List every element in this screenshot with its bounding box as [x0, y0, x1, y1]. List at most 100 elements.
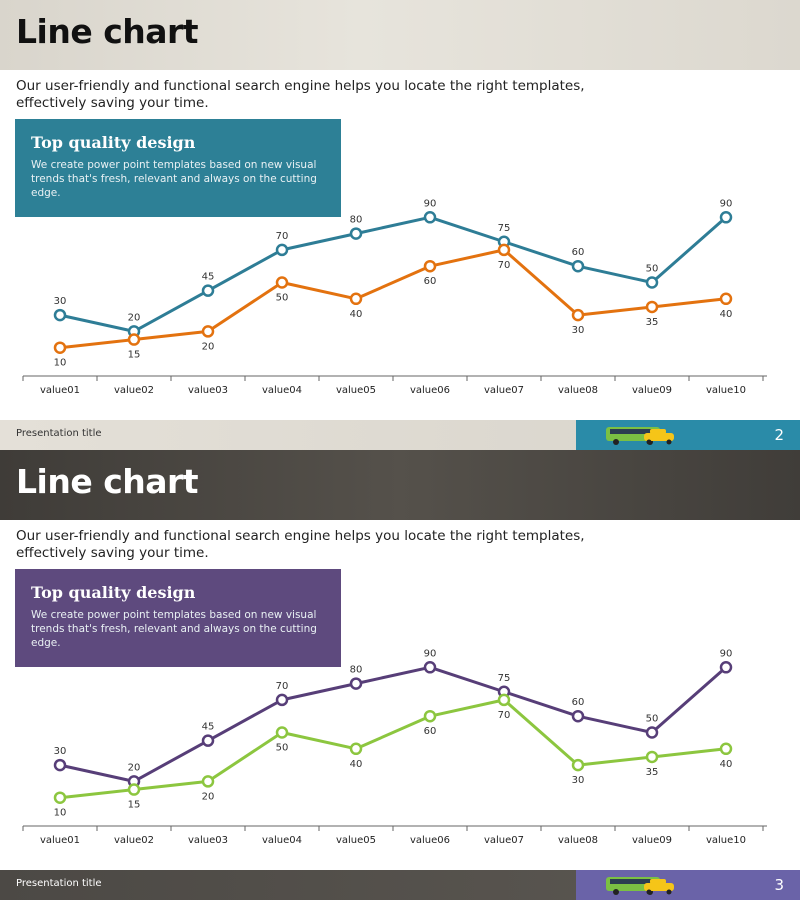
data-label: 50	[276, 743, 289, 754]
series-2-point	[719, 742, 733, 756]
page-number: 3	[774, 876, 784, 894]
bus-taxi-illustration	[606, 877, 674, 895]
x-tick-label: value04	[262, 835, 302, 846]
data-label: 40	[720, 309, 733, 320]
intro-text: Our user-friendly and functional search …	[16, 528, 585, 561]
data-label: 60	[572, 247, 585, 258]
line-chart: value01 value02 value03 value04 value05 value…	[22, 198, 767, 396]
series-1-point	[349, 677, 363, 690]
x-tick-label: value08	[558, 385, 598, 396]
series-2-point	[349, 742, 363, 756]
data-label: 40	[720, 759, 733, 770]
slide-1: Line chart Our user-friendly and functio…	[0, 0, 800, 450]
data-label: 20	[128, 762, 141, 773]
data-label: 40	[350, 759, 363, 770]
series-line-1	[59, 215, 727, 333]
series-1-point	[53, 308, 67, 322]
data-label: 20	[128, 312, 141, 323]
series-2-point	[645, 750, 659, 764]
data-label: 70	[498, 710, 511, 721]
data-label: 70	[276, 681, 289, 692]
data-label: 40	[350, 309, 363, 320]
data-label: 80	[350, 215, 363, 226]
bus-taxi-illustration	[606, 427, 674, 445]
series-2-point	[201, 775, 215, 788]
footer-art: 3	[576, 870, 800, 900]
data-label: 15	[128, 800, 141, 811]
data-label: 15	[128, 350, 141, 361]
series-2-point	[645, 300, 659, 314]
data-label: 80	[350, 665, 363, 676]
series-line-2	[59, 248, 727, 350]
series-2-point	[497, 243, 511, 257]
data-label: 35	[646, 317, 659, 328]
series-2-point	[275, 726, 289, 739]
slide-title: Line chart	[16, 12, 199, 51]
data-label: 75	[498, 673, 511, 684]
slide-title: Line chart	[16, 462, 199, 501]
series-1-point	[423, 661, 437, 674]
callout-title: Top quality design	[31, 133, 196, 152]
title-bar: Line chart	[0, 450, 800, 520]
line-chart: value01 value02 value03 value04 value05 value…	[22, 648, 767, 846]
data-label: 30	[572, 325, 585, 336]
series-2-point	[719, 292, 733, 306]
callout-body: We create power point templates based on…	[31, 159, 317, 199]
data-label: 45	[202, 722, 215, 733]
title-bar: Line chart	[0, 0, 800, 70]
x-tick-label: value09	[632, 835, 672, 846]
x-tick-label: value01	[40, 385, 80, 396]
taxi-icon	[644, 883, 674, 891]
x-tick-label: value09	[632, 385, 672, 396]
data-label: 30	[54, 746, 67, 757]
slide-2: Line chart Our user-friendly and functio…	[0, 450, 800, 900]
data-label: 35	[646, 767, 659, 778]
series-1-point	[423, 211, 437, 224]
page-number: 2	[774, 426, 784, 444]
x-tick-label: value03	[188, 835, 228, 846]
series-2-point	[201, 325, 215, 338]
x-tick-label: value03	[188, 385, 228, 396]
data-label: 90	[720, 648, 733, 659]
data-label: 60	[424, 726, 437, 737]
series-1-point	[349, 227, 363, 240]
data-label: 10	[54, 358, 67, 369]
data-label: 50	[646, 264, 659, 275]
x-tick-label: value02	[114, 385, 154, 396]
data-label: 90	[720, 198, 733, 209]
series-2-point	[571, 758, 585, 772]
series-2-point	[127, 783, 141, 796]
series-2-point	[275, 276, 289, 289]
series-2-point	[53, 791, 67, 804]
series-1-point	[645, 726, 659, 739]
data-label: 50	[276, 293, 289, 304]
series-2-point	[497, 693, 511, 707]
data-label: 10	[54, 808, 67, 819]
data-label: 20	[202, 791, 215, 802]
x-tick-label: value05	[336, 835, 376, 846]
series-1-point	[201, 734, 215, 747]
data-label: 75	[498, 223, 511, 234]
x-tick-label: value04	[262, 385, 302, 396]
data-label: 45	[202, 272, 215, 283]
x-tick-label: value08	[558, 835, 598, 846]
footer: Presentation title 2	[0, 420, 800, 450]
x-tick-label: value01	[40, 835, 80, 846]
series-1-point	[645, 276, 659, 289]
callout-box: Top quality design We create power point…	[15, 569, 341, 667]
series-2-point	[127, 333, 141, 346]
data-label: 60	[424, 276, 437, 287]
data-label: 30	[54, 296, 67, 307]
data-label: 60	[572, 697, 585, 708]
x-tick-label: value07	[484, 835, 524, 846]
data-label: 20	[202, 341, 215, 352]
series-line-2	[59, 698, 727, 800]
series-1-point	[275, 243, 289, 257]
data-label: 70	[498, 260, 511, 271]
series-1-point	[719, 661, 733, 674]
x-tick-label: value10	[706, 835, 746, 846]
taxi-icon	[644, 433, 674, 441]
series-1-point	[201, 284, 215, 297]
footer-title: Presentation title	[16, 428, 102, 439]
series-2-point	[571, 308, 585, 322]
